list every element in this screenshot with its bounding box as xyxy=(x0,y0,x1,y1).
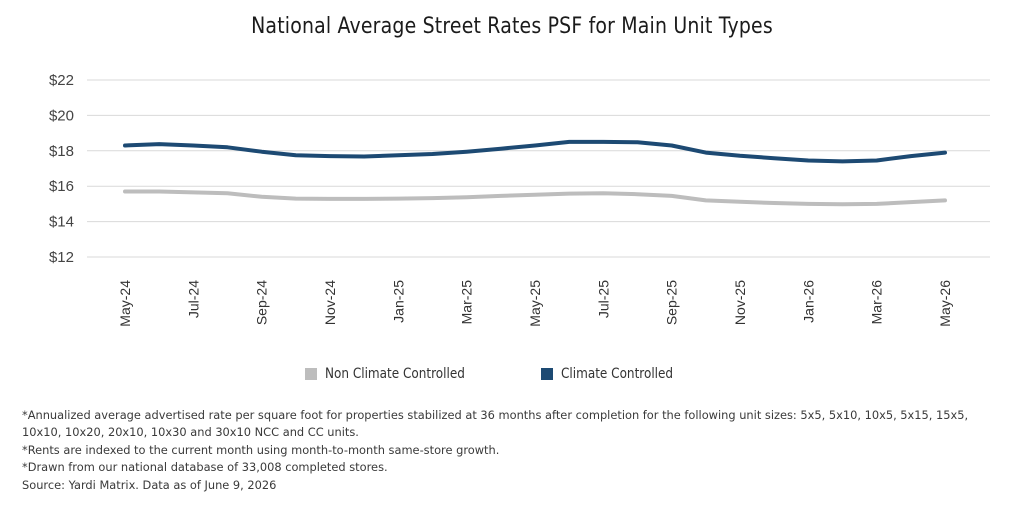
y-tick-label: $16 xyxy=(49,178,74,195)
y-tick-label: $18 xyxy=(49,143,74,160)
footnote-indexing: *Rents are indexed to the current month … xyxy=(22,442,500,457)
x-tick-label: Jan-25 xyxy=(390,280,406,323)
x-tick-label: May-24 xyxy=(117,280,133,327)
x-tick-label: Jan-26 xyxy=(800,280,816,323)
footnotes: *Annualized average advertised rate per … xyxy=(22,407,1007,494)
legend-swatch-non-climate xyxy=(305,368,317,380)
series-line-non-climate-controlled xyxy=(123,189,947,207)
x-tick-label: Mar-26 xyxy=(869,280,885,325)
series-line-climate-controlled xyxy=(123,139,947,164)
x-tick-label: May-26 xyxy=(937,280,953,327)
x-tick-label: Nov-24 xyxy=(322,280,338,325)
footnote-unit-sizes: *Annualized average advertised rate per … xyxy=(22,408,969,440)
legend-item-climate: Climate Controlled xyxy=(541,366,691,382)
x-tick-label: Jul-25 xyxy=(595,280,611,318)
legend-item-non-climate: Non Climate Controlled xyxy=(305,366,488,382)
x-tick-label: Jul-24 xyxy=(185,280,201,318)
x-tick-label: Nov-25 xyxy=(732,280,748,325)
x-tick-label: Sep-24 xyxy=(254,280,270,325)
line-chart: $12 $14 $16 $18 $20 $22 May-24 Jul-24 Sep-24 Nov-… xyxy=(49,72,990,327)
y-tick-label: $20 xyxy=(49,107,74,124)
chart-title: National Average Street Rates PSF for Ma… xyxy=(251,14,773,39)
y-tick-label: $14 xyxy=(49,214,74,231)
legend-label-climate: Climate Controlled xyxy=(561,366,674,382)
footnote-source: Source: Yardi Matrix. Data as of June 9,… xyxy=(22,477,277,492)
legend-label-non-climate: Non Climate Controlled xyxy=(325,366,465,382)
x-tick-label: Sep-25 xyxy=(664,280,680,325)
y-tick-label: $22 xyxy=(49,72,74,89)
x-tick-label: Mar-25 xyxy=(459,280,475,325)
x-tick-label: May-25 xyxy=(527,280,543,327)
legend-swatch-climate xyxy=(541,368,553,380)
footnote-database: *Drawn from our national database of 33,… xyxy=(22,460,388,475)
y-tick-label: $12 xyxy=(49,249,74,266)
